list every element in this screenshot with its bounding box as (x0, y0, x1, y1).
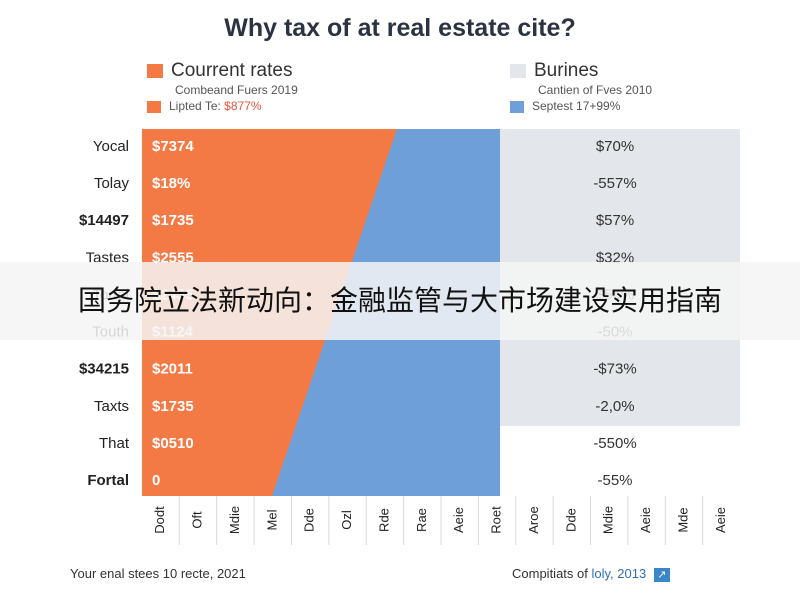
current-rate-value: $0510 (152, 435, 194, 452)
current-rate-value: $1735 (152, 212, 194, 229)
overlay-banner: 国务院立法新动向：金融监管与大市场建设实用指南 (0, 262, 800, 340)
x-tick-label: Mdie (227, 506, 242, 534)
burines-value: -550% (593, 435, 636, 452)
row-label: Tolay (94, 175, 130, 192)
row-label: Taxts (94, 398, 129, 415)
x-tick-label: Dde (302, 508, 317, 532)
current-rate-value: $2011 (152, 361, 193, 378)
x-tick-label: Aeie (713, 507, 728, 533)
x-tick-label: Aeie (451, 507, 466, 533)
burines-value: $57% (596, 212, 634, 229)
x-tick-label: Roet (489, 506, 504, 534)
burines-value: $70% (596, 138, 634, 155)
x-tick-label: Dde (563, 508, 578, 532)
legend-subtitle-burines: Cantien of Fves 2010 (538, 83, 653, 97)
legend-swatch-gray (510, 63, 526, 78)
current-rate-value: $18% (152, 175, 190, 192)
x-tick-label: Mde (675, 507, 690, 532)
burines-value: -557% (593, 175, 636, 192)
x-tick-label: Mel (264, 509, 279, 530)
x-tick-label: Ozl (339, 510, 354, 530)
external-link-icon[interactable]: ↗ (653, 567, 670, 582)
row-label: $14497 (79, 212, 129, 229)
x-tick-label: Aroe (526, 506, 541, 533)
burines-value: -55% (597, 472, 632, 489)
row-label: Yocal (93, 138, 129, 155)
x-tick-label: Dodt (152, 506, 167, 534)
legend-label-current: Courrent rates (171, 60, 293, 81)
row-label: That (99, 435, 130, 452)
legend-burines: Burines Cantien of Fves 2010 Septest 17+… (510, 60, 652, 114)
x-tick-label: Rae (414, 508, 429, 532)
footer-credit-link[interactable]: loly, 2013 (591, 566, 647, 581)
legend-swatch-orange-small (147, 100, 161, 113)
row-label: Fortal (87, 472, 129, 489)
legend-sub2-prefix: Lipted Te: (169, 99, 221, 113)
legend-current-rates: Courrent rates Combeand Fuers 2019 Lipte… (147, 60, 298, 114)
footer-credit-prefix: Compitiats of (512, 566, 588, 581)
x-tick-label: Oft (190, 511, 205, 529)
legend-swatch-blue-small (510, 100, 524, 113)
banner-text: 国务院立法新动向：金融监管与大市场建设实用指南 (77, 285, 722, 316)
footer-note: Your enal stees 10 recte, 2021 (70, 566, 246, 581)
row-label: $34215 (79, 361, 129, 378)
current-rate-value: $1735 (152, 398, 194, 415)
x-tick-label: Mdie (601, 506, 616, 534)
legend-sub2-value: $877% (224, 99, 262, 113)
legend-swatch-orange (147, 63, 163, 78)
current-rate-value: $7374 (152, 138, 194, 155)
current-rate-value: 0 (152, 472, 160, 489)
chart-title: Why tax of at real estate cite? (224, 14, 576, 42)
footer-credit: Compitiats of loly, 2013 ↗ (512, 566, 670, 582)
burines-value: -$73% (593, 361, 636, 378)
x-tick-label: Aeie (638, 507, 653, 533)
burines-value: -2,0% (595, 398, 634, 415)
legend-subtitle-current: Combeand Fuers 2019 (175, 83, 298, 97)
legend-label-burines: Burines (534, 60, 599, 81)
legend-sub2-burines: Septest 17+99% (532, 99, 621, 113)
x-tick-label: Rde (376, 508, 391, 532)
